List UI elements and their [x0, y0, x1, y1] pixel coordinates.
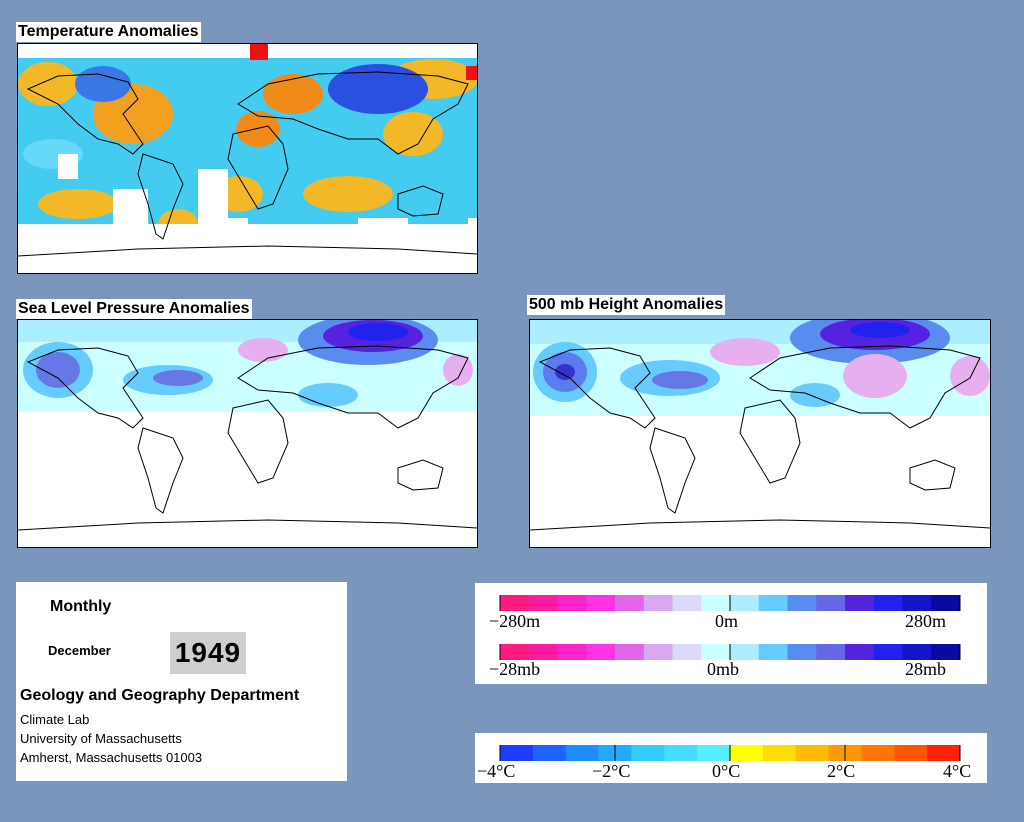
pressure-swatch-2: [557, 644, 587, 660]
pressure-swatch-8: [730, 644, 760, 660]
pressure-swatch-6: [672, 644, 702, 660]
temperature-legend: −4°C −2°C 0°C 2°C 4°C: [475, 733, 987, 783]
month-label: December: [48, 643, 111, 658]
temperature-swatch-13: [927, 745, 961, 761]
temperature-swatch-9: [795, 745, 830, 761]
temperature-swatch-8: [762, 745, 797, 761]
period-type: Monthly: [50, 598, 112, 615]
pressure-colorbar: [499, 644, 961, 660]
pressure-swatch-7: [701, 644, 731, 660]
pressure-swatch-1: [528, 644, 558, 660]
temp-label-4: 4°C: [943, 761, 972, 781]
pressure-swatch-10: [787, 644, 817, 660]
temperature-panel-title: Temperature Anomalies: [16, 22, 201, 42]
department-name: Geology and Geography Department: [20, 687, 300, 704]
height-anomaly-map: [529, 319, 991, 548]
height-mid-label: 0m: [715, 611, 739, 631]
slp-anomaly-field: [18, 320, 477, 547]
height-swatch-9: [758, 595, 788, 611]
height-swatch-1: [528, 595, 558, 611]
temperature-swatch-5: [664, 745, 698, 761]
height-panel-title: 500 mb Height Anomalies: [527, 295, 726, 315]
height-swatch-4: [615, 595, 645, 611]
pressure-swatch-0: [500, 644, 530, 660]
pressure-swatch-5: [643, 644, 673, 660]
height-pressure-legend: −280m 0m 280m −28mb 0mb 28mb: [475, 583, 987, 684]
temperature-swatch-4: [631, 745, 665, 761]
height-swatch-2: [557, 595, 587, 611]
info-panel: Monthly December 1949 Geology and Geogra…: [16, 582, 347, 781]
temperature-swatch-2: [565, 745, 600, 761]
university-name: University of Massachusetts: [20, 731, 182, 746]
year-display: 1949: [170, 632, 246, 674]
temperature-anomaly-map: [17, 43, 478, 274]
temperature-swatch-12: [894, 745, 928, 761]
pressure-swatch-3: [586, 644, 616, 660]
height-max-label: 280m: [905, 611, 947, 631]
pressure-swatch-13: [873, 644, 903, 660]
height-swatch-12: [845, 595, 875, 611]
pressure-max-label: 28mb: [905, 659, 947, 679]
height-colorbar: [499, 595, 961, 611]
pressure-swatch-9: [758, 644, 788, 660]
height-anomaly-field: [530, 320, 990, 547]
slp-panel-title: Sea Level Pressure Anomalies: [16, 299, 252, 319]
pressure-min-label: −28mb: [489, 659, 541, 679]
temp-label-0: 0°C: [712, 761, 741, 781]
coastlines: [18, 345, 477, 531]
pressure-swatch-4: [615, 644, 645, 660]
pressure-mid-label: 0mb: [707, 659, 740, 679]
temp-label-neg2: −2°C: [592, 761, 631, 781]
temperature-colorbar: [499, 745, 961, 761]
height-swatch-0: [500, 595, 530, 611]
pressure-swatch-15: [931, 644, 961, 660]
temperature-swatch-0: [500, 745, 534, 761]
temp-label-neg4: −4°C: [477, 761, 516, 781]
pressure-swatch-14: [902, 644, 932, 660]
height-swatch-6: [672, 595, 702, 611]
temperature-anomaly-field: [18, 44, 477, 273]
pressure-swatch-12: [845, 644, 875, 660]
pressure-swatch-11: [816, 644, 846, 660]
height-swatch-14: [902, 595, 932, 611]
height-swatch-8: [730, 595, 760, 611]
coastlines: [530, 345, 990, 531]
coastlines: [18, 71, 477, 257]
height-swatch-7: [701, 595, 731, 611]
lab-name: Climate Lab: [20, 712, 90, 727]
temperature-swatch-7: [730, 745, 764, 761]
temperature-swatch-11: [861, 745, 895, 761]
temperature-swatch-1: [532, 745, 567, 761]
address: Amherst, Massachusetts 01003: [20, 750, 203, 765]
height-swatch-11: [816, 595, 846, 611]
temperature-swatch-6: [697, 745, 731, 761]
temp-label-2: 2°C: [827, 761, 856, 781]
height-swatch-15: [931, 595, 961, 611]
height-swatch-13: [873, 595, 903, 611]
slp-anomaly-map: [17, 319, 478, 548]
height-min-label: −280m: [489, 611, 541, 631]
height-swatch-10: [787, 595, 817, 611]
height-swatch-5: [643, 595, 673, 611]
height-swatch-3: [586, 595, 616, 611]
